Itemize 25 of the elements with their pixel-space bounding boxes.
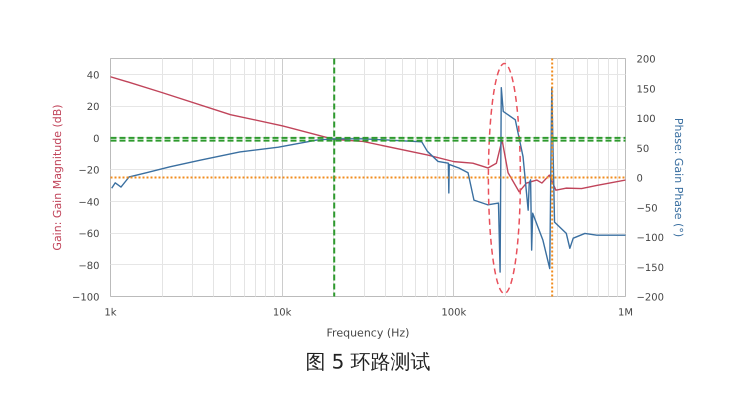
y-tick-label: 40 bbox=[86, 70, 100, 82]
y-tick-label: 0 bbox=[93, 134, 100, 145]
y2-tick-label: −100 bbox=[636, 233, 664, 244]
x-tick-label: 100k bbox=[441, 308, 466, 318]
x-tick-label: 1k bbox=[104, 308, 117, 318]
x-axis-title: Frequency (Hz) bbox=[326, 326, 410, 340]
y-tick-label: −20 bbox=[78, 166, 100, 177]
y2-tick-label: 150 bbox=[636, 84, 656, 96]
y2-tick-label: −150 bbox=[636, 262, 664, 274]
y2-tick-label: 0 bbox=[636, 174, 643, 184]
y-tick-label: −60 bbox=[78, 229, 100, 240]
x-tick-label: 1M bbox=[618, 308, 634, 318]
y-axis-title: Gain: Gain Magnitude (dB) bbox=[51, 104, 64, 251]
y2-tick-label: 50 bbox=[636, 144, 650, 155]
y-tick-label: −80 bbox=[78, 260, 100, 272]
y2-tick-label: 200 bbox=[636, 54, 656, 66]
y-tick-label: 20 bbox=[86, 102, 100, 114]
y2-tick-label: −200 bbox=[636, 292, 664, 304]
y2-tick-label: 100 bbox=[636, 114, 656, 125]
x-tick-label: 10k bbox=[272, 308, 292, 318]
y-tick-label: −100 bbox=[72, 292, 100, 304]
y-tick-label: −40 bbox=[78, 197, 100, 208]
y2-tick-label: −50 bbox=[636, 203, 658, 214]
y2-axis-title: Phase: Gain Phase (°) bbox=[672, 118, 685, 238]
text: 图 5 环路测试 bbox=[305, 350, 431, 374]
